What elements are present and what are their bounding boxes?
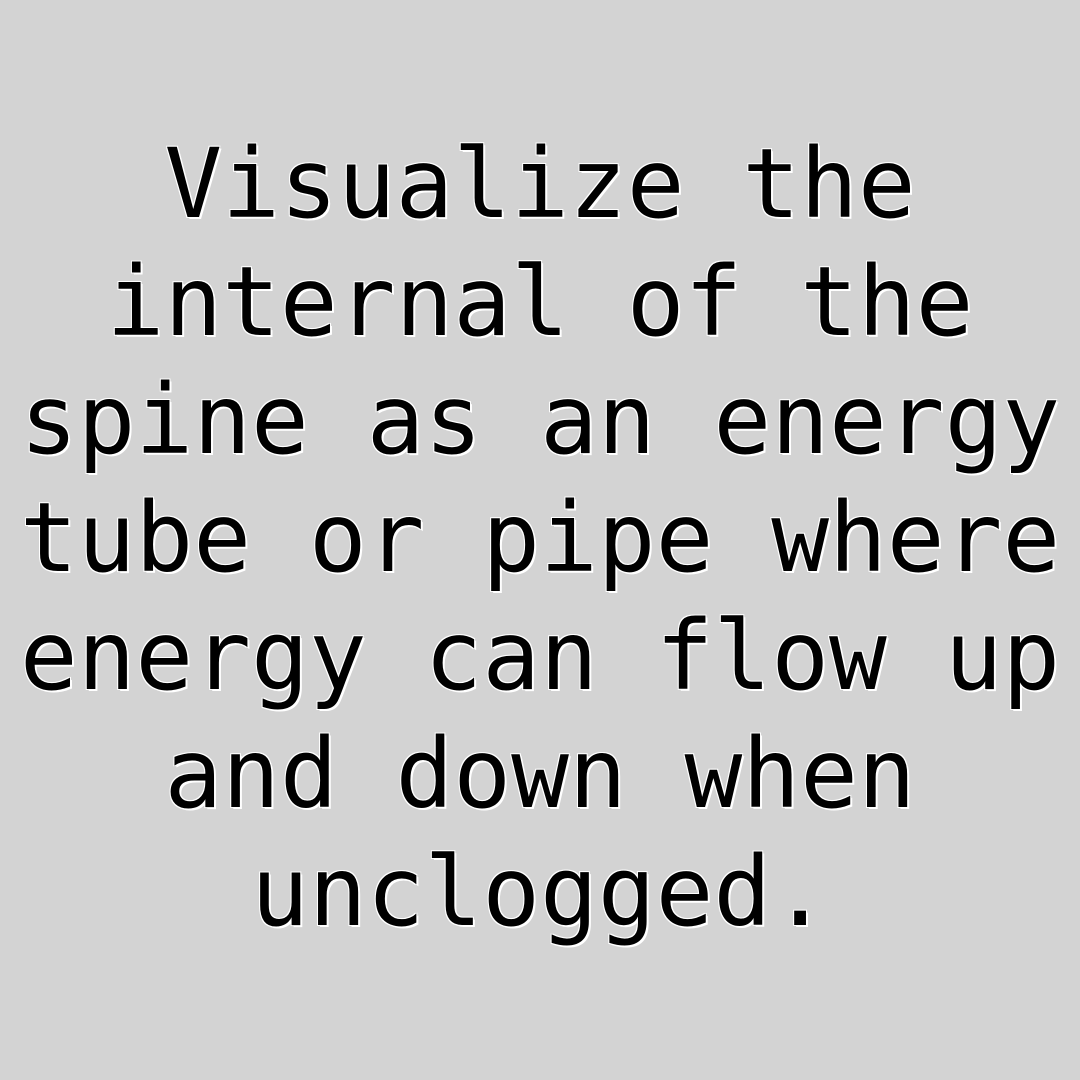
quote-line-3: spine as an energy	[19, 364, 1061, 476]
quote-line-6: and down when	[164, 718, 916, 830]
quote-line-7: unclogged.	[251, 836, 829, 948]
quote-line-2: internal of the	[106, 246, 974, 358]
quote-line-5: energy can flow up	[19, 600, 1061, 712]
quote-line-4: tube or pipe where	[19, 482, 1061, 594]
quote-line-1: Visualize the	[164, 128, 916, 240]
